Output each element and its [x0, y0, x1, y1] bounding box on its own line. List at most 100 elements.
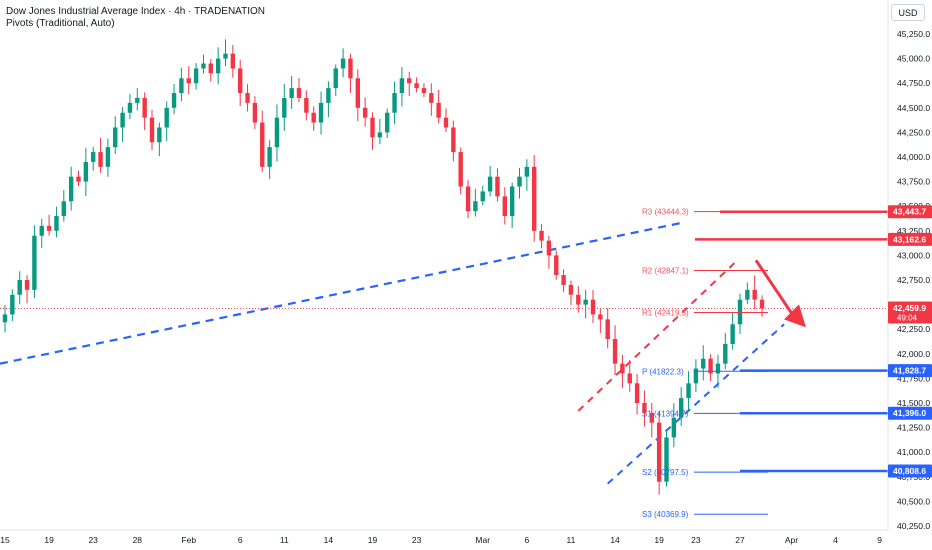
candle-body	[98, 152, 103, 167]
candle-body	[590, 299, 596, 315]
y-tick-label: 43,000.0	[897, 250, 930, 260]
time-axis: 15 19 23 28 Feb 6 11 14 19 23 Mar 6 11 14 19 23 27 Apr 4 9	[0, 535, 882, 545]
candle-body	[120, 112, 125, 128]
y-tick-label: 44,000.0	[897, 152, 930, 162]
y-tick-label: 42,250.0	[897, 324, 930, 334]
candle-body	[561, 275, 566, 285]
candle-body	[193, 68, 199, 84]
candle-body	[671, 417, 677, 438]
candle-body	[576, 294, 581, 305]
candle-body	[465, 186, 471, 212]
candle-body	[473, 201, 478, 212]
x-tick-label: 27	[735, 535, 745, 545]
price-axis: 45,250.0 45,000.0 44,750.0 44,500.0 44,250.0…	[897, 29, 930, 531]
x-tick-label: 6	[238, 535, 243, 545]
candle-body	[91, 152, 96, 162]
pivot-levels: R3 (43444.3) R2 (42847.1) R1 (42419.5) P (4…	[642, 208, 768, 519]
channel-lower-line	[607, 323, 785, 485]
candle-body	[429, 93, 434, 103]
candle-body	[355, 78, 360, 108]
candle-body	[179, 78, 184, 94]
price-label-box	[888, 464, 932, 478]
candle-body	[260, 122, 265, 167]
countdown-text: 49:04	[897, 314, 918, 323]
y-tick-label: 43,750.0	[897, 177, 930, 187]
candle-body	[715, 363, 721, 374]
y-tick-label: 41,500.0	[897, 398, 930, 408]
candle-body	[502, 196, 507, 217]
candle-body	[634, 383, 640, 403]
pivot-label: R2 (42847.1)	[642, 266, 689, 275]
candle-body	[598, 314, 603, 320]
candle-body	[451, 127, 456, 153]
x-tick-label: 23	[691, 535, 701, 545]
candle-body	[392, 93, 397, 113]
y-tick-label: 40,250.0	[897, 521, 930, 531]
candle-body	[362, 107, 368, 118]
x-tick-label: 6	[524, 535, 529, 545]
candle-body	[10, 294, 15, 315]
price-label-box	[888, 205, 932, 219]
currency-button[interactable]: USD	[891, 4, 925, 21]
price-label-box	[888, 232, 932, 246]
candle-body	[436, 102, 441, 118]
price-label-text: 42,459.9	[893, 303, 926, 313]
candle-body	[340, 58, 346, 69]
candle-body	[693, 368, 699, 384]
candle-body	[230, 53, 236, 69]
candle-body	[135, 97, 140, 103]
y-tick-label: 42,000.0	[897, 349, 930, 359]
arrow-shaft	[754, 259, 795, 317]
support-resistance-lines	[695, 210, 888, 473]
candle-body	[656, 422, 662, 482]
x-tick-label: Feb	[181, 535, 196, 545]
candle-body	[554, 255, 559, 276]
candle-body	[377, 132, 383, 138]
candle-body	[318, 102, 324, 123]
candle-body	[311, 112, 316, 123]
candle-body	[708, 358, 713, 374]
candle-body	[61, 201, 66, 217]
candle-body	[105, 147, 111, 167]
y-tick-label: 45,000.0	[897, 54, 930, 64]
candle-body	[333, 68, 338, 89]
x-tick-label: 23	[88, 535, 98, 545]
x-tick-label: 19	[368, 535, 378, 545]
price-label-text: 40,808.6	[893, 466, 926, 476]
candle-body	[54, 216, 59, 231]
candle-body	[701, 358, 706, 369]
candle-body	[157, 127, 162, 143]
y-tick-label: 42,750.0	[897, 275, 930, 285]
x-tick-label: 19	[654, 535, 664, 545]
candle-body	[583, 299, 588, 305]
price-label-text: 41,828.7	[893, 366, 926, 376]
candle-body	[267, 147, 272, 167]
candle-body	[223, 53, 228, 59]
pivot-label: R3 (43444.3)	[642, 208, 689, 217]
pivot-label: R1 (42419.5)	[642, 309, 689, 318]
pivot-label: S1 (41394.7)	[642, 409, 689, 418]
candle-body	[2, 314, 8, 323]
indicator-label[interactable]: Pivots (Traditional, Auto)	[6, 18, 115, 29]
candle-body	[39, 225, 44, 236]
y-tick-label: 43,250.0	[897, 226, 930, 236]
candle-body	[642, 403, 647, 413]
candle-body	[664, 437, 669, 482]
candle-body	[443, 117, 449, 128]
candle-body	[524, 166, 530, 177]
candle-body	[113, 127, 118, 148]
x-tick-label: 28	[133, 535, 143, 545]
x-tick-label: 23	[412, 535, 422, 545]
candle-body	[517, 176, 522, 187]
candle-body	[686, 383, 691, 399]
arrow-head	[784, 304, 806, 328]
candle-body	[208, 63, 213, 74]
candle-body	[274, 117, 280, 148]
candle-body	[326, 88, 331, 103]
x-tick-label: Mar	[475, 535, 490, 545]
price-label-text: 41,396.0	[893, 408, 926, 418]
candle-body	[649, 412, 654, 423]
candle-body	[495, 176, 500, 197]
candle-body	[245, 93, 250, 103]
